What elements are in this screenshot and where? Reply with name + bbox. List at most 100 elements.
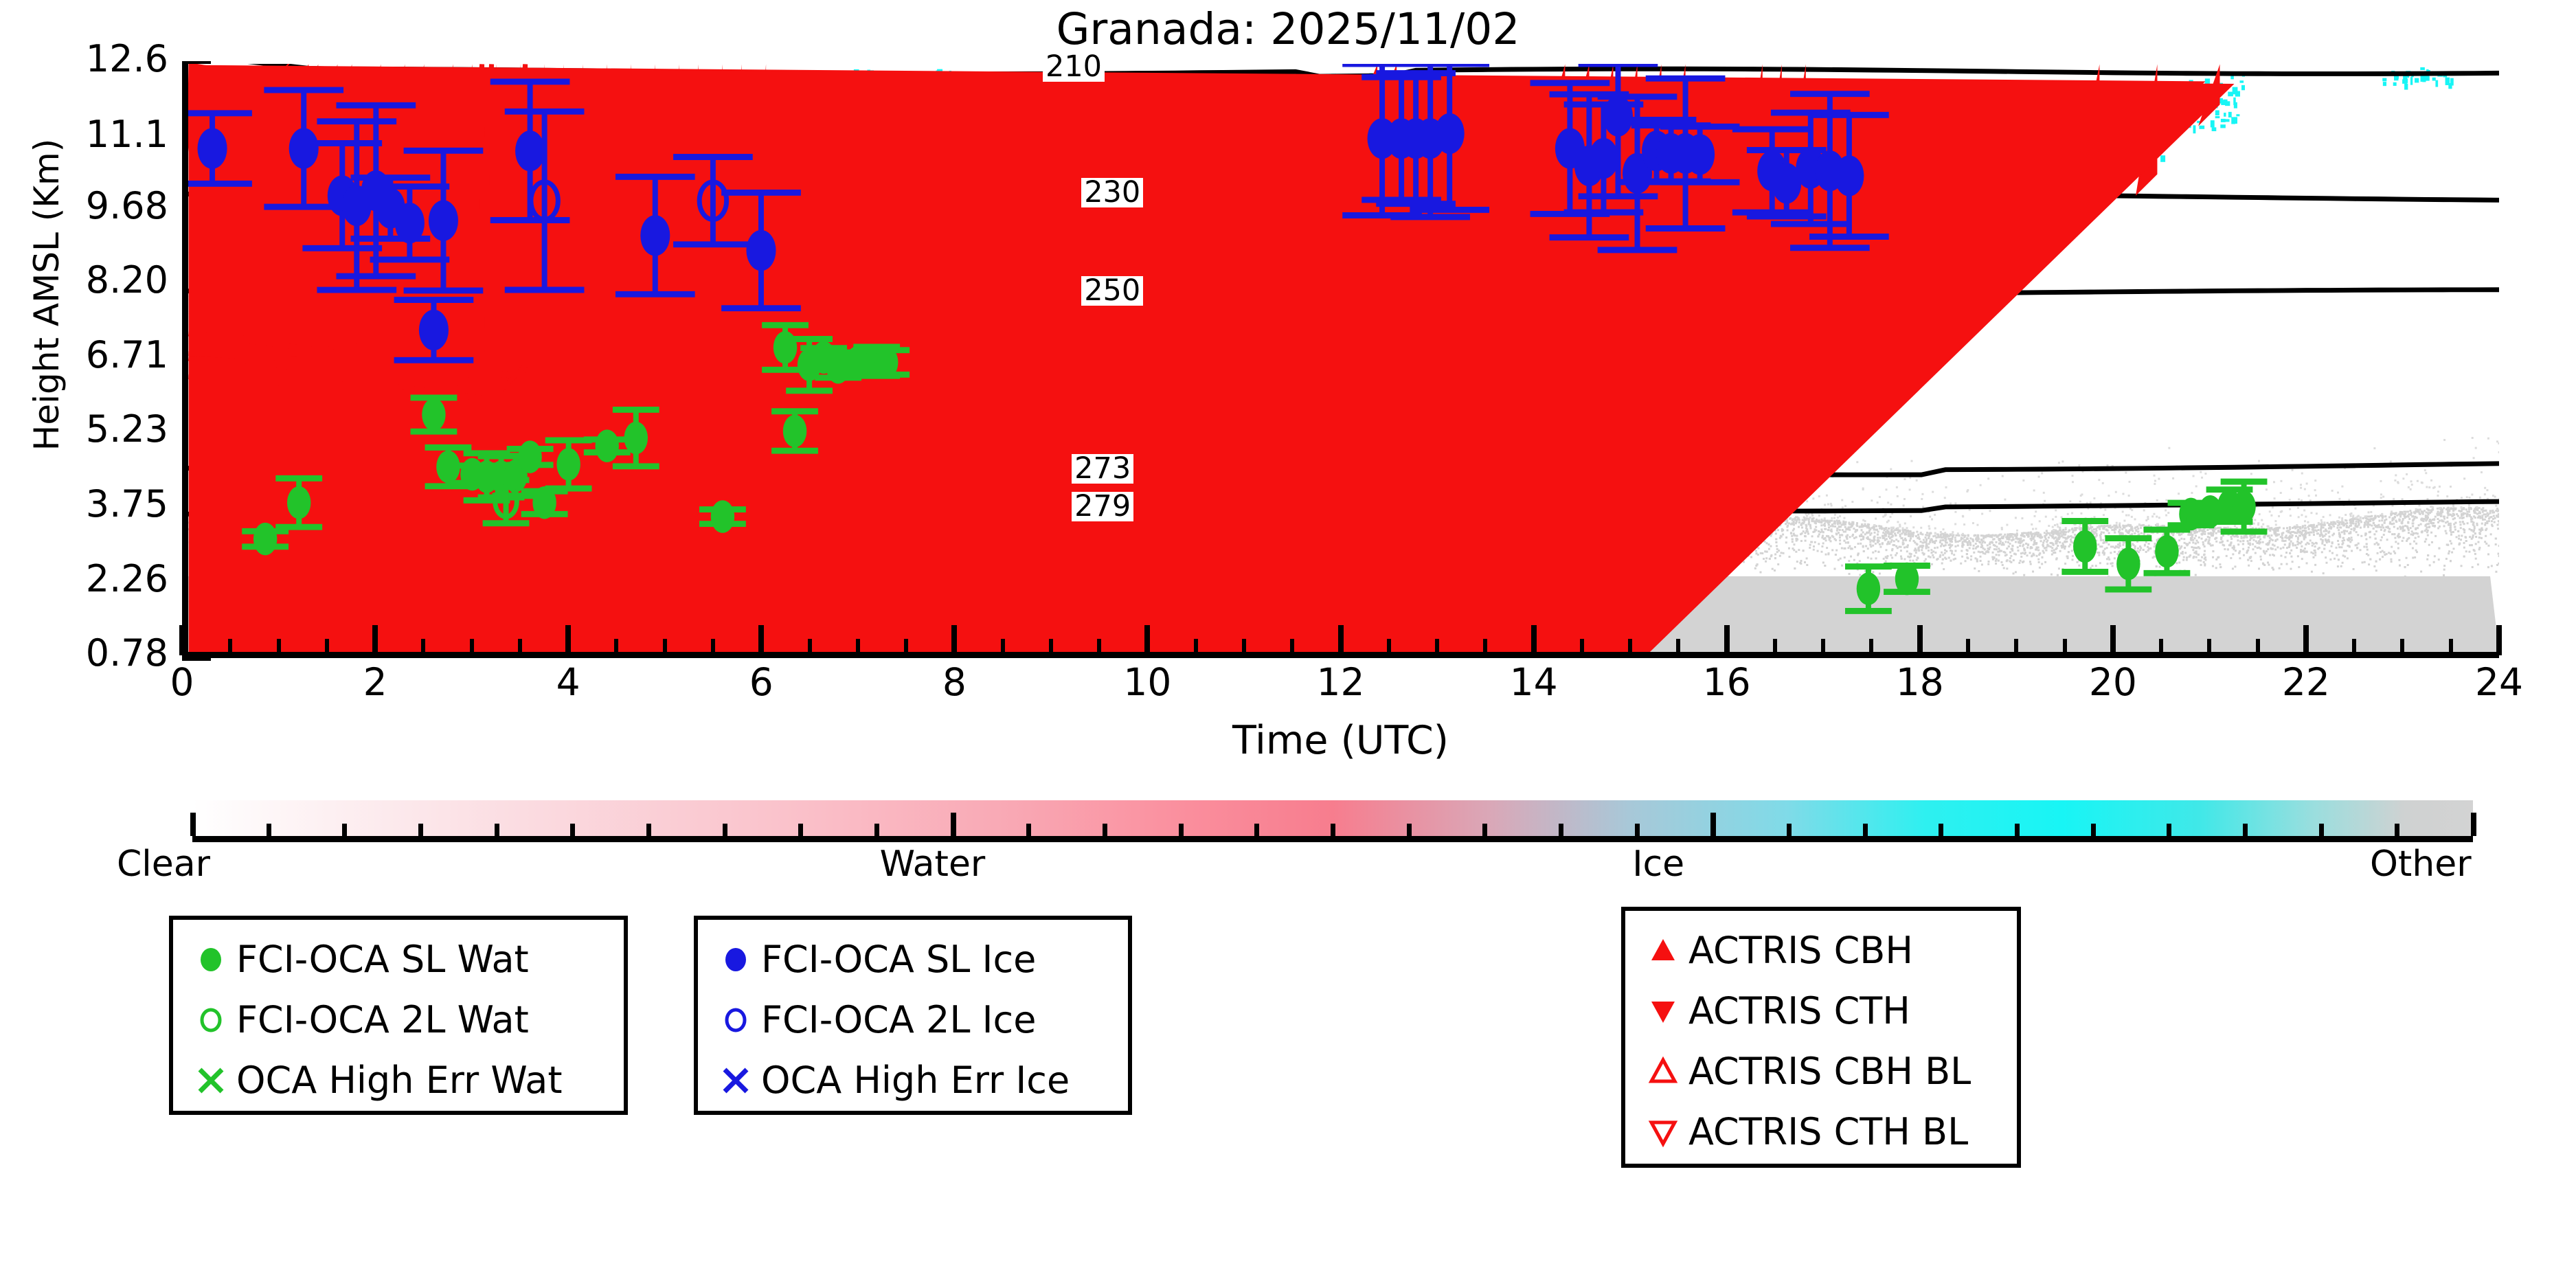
x-tick-minor — [1193, 639, 1198, 655]
x-axis-title: Time (UTC) — [1232, 718, 1449, 763]
colorbar-tick — [1787, 824, 1792, 836]
colorbar-label-water: Water — [879, 844, 986, 885]
x-tick-minor — [1435, 639, 1440, 655]
x-tick-mark — [372, 625, 379, 655]
y-tick-label: 2.26 — [85, 556, 168, 600]
legend-item[interactable]: OCA High Err Wat — [173, 1050, 624, 1111]
open-down-triangle-icon — [1638, 1112, 1688, 1152]
x-tick-minor — [855, 639, 860, 655]
filled-up-triangle-icon — [1638, 931, 1688, 971]
open-up-triangle-icon — [1638, 1052, 1688, 1092]
x-tick-mark — [951, 625, 958, 655]
x-tick-minor — [228, 639, 233, 655]
legend-item-label: ACTRIS CTH BL — [1688, 1110, 1969, 1153]
x-tick-label: 6 — [749, 660, 773, 704]
y-tick-label: 9.68 — [85, 183, 168, 227]
x-tick-label: 12 — [1316, 660, 1365, 704]
colorbar-tick — [1103, 824, 1107, 836]
x-tick-minor — [1869, 639, 1874, 655]
x-tick-minor — [324, 639, 329, 655]
y-tick-label: 6.71 — [85, 333, 168, 377]
x-tick-label: 10 — [1123, 660, 1172, 704]
x-tick-minor — [614, 639, 619, 655]
filled-circle-icon — [185, 940, 236, 980]
x-tick-label: 0 — [170, 660, 194, 704]
legend-item[interactable]: ACTRIS CTH BL — [1625, 1102, 2017, 1162]
legend-item[interactable]: FCI-OCA 2L Wat — [173, 990, 624, 1050]
x-tick-mark — [1337, 625, 1344, 655]
colorbar-tick — [2395, 824, 2400, 836]
colorbar-tick — [1026, 824, 1032, 836]
isotherm-label-250: 250 — [1081, 275, 1144, 306]
x-tick-mark — [1530, 625, 1537, 655]
x-tick-minor — [2448, 639, 2453, 655]
legend-ice[interactable]: FCI-OCA SL Ice FCI-OCA 2L Ice OCA High Err… — [694, 916, 1132, 1115]
legend-actris[interactable]: ACTRIS CBH ACTRIS CTH ACTRIS CBH BL ACTRIS … — [1621, 907, 2021, 1168]
series-fci-oca-2l-wat — [482, 477, 530, 527]
x-tick-minor — [2014, 639, 2019, 655]
colorbar-tick — [646, 824, 651, 836]
legend-item[interactable]: OCA High Err Ice — [698, 1050, 1128, 1111]
colorbar-tick — [190, 813, 196, 836]
legend-item[interactable]: ACTRIS CBH — [1625, 920, 2017, 981]
legend-item-label: FCI-OCA 2L Wat — [236, 998, 529, 1041]
isotherm-label-210: 210 — [1042, 52, 1105, 82]
isotherm-label-279: 279 — [1072, 492, 1134, 522]
x-tick-label: 14 — [1509, 660, 1558, 704]
colorbar-tick — [2243, 824, 2248, 836]
x-tick-label: 20 — [2088, 660, 2137, 704]
filled-circle-icon — [710, 940, 761, 980]
legend-item[interactable]: FCI-OCA SL Wat — [173, 929, 624, 990]
x-tick-mark — [2303, 625, 2309, 655]
colorbar-tick — [1862, 824, 1868, 836]
series-fci-oca-2l-ice — [504, 108, 753, 293]
x-tick-mark — [1724, 625, 1730, 655]
colorbar-tick — [2318, 824, 2324, 836]
y-tick-label: 8.20 — [85, 258, 168, 302]
plot-area[interactable] — [182, 64, 2499, 658]
legend-item[interactable]: ACTRIS CTH — [1625, 981, 2017, 1041]
legend-item-label: OCA High Err Ice — [761, 1059, 1070, 1102]
legend-item[interactable]: FCI-OCA 2L Ice — [698, 990, 1128, 1050]
legend-item[interactable]: ACTRIS CBH BL — [1625, 1041, 2017, 1102]
colorbar[interactable] — [190, 800, 2476, 842]
colorbar-tick — [570, 824, 576, 836]
colorbar-label-ice: Ice — [1632, 844, 1685, 885]
x-tick-minor — [2207, 639, 2212, 655]
series-actris-cth — [188, 64, 2235, 652]
colorbar-tick — [342, 824, 348, 836]
colorbar-tick — [1331, 824, 1335, 836]
x-tick-minor — [517, 639, 522, 655]
x-tick-mark — [1144, 625, 1151, 655]
x-tick-mark — [1917, 625, 1923, 655]
legend-item-label: ACTRIS CTH — [1688, 989, 1910, 1032]
x-tick-mark — [565, 625, 572, 655]
x-tick-minor — [469, 639, 474, 655]
x-tick-minor — [904, 639, 909, 655]
x-tick-minor — [662, 639, 667, 655]
legend-item-label: ACTRIS CBH BL — [1688, 1050, 1971, 1093]
legend-item-label: ACTRIS CBH — [1688, 929, 1913, 972]
colorbar-tick — [950, 813, 956, 836]
colorbar-label-clear: Clear — [117, 844, 210, 885]
x-tick-minor — [1386, 639, 1391, 655]
x-tick-mark — [2496, 625, 2502, 655]
colorbar-tick — [1482, 824, 1488, 836]
filled-down-triangle-icon — [1638, 991, 1688, 1031]
x-tick-minor — [2400, 639, 2405, 655]
y-tick-label: 11.1 — [85, 112, 168, 156]
x-tick-label: 16 — [1702, 660, 1751, 704]
colorbar-tick — [1634, 824, 1640, 836]
x-tick-label: 8 — [942, 660, 967, 704]
x-mark-icon — [710, 1061, 761, 1100]
isotherm-label-230: 230 — [1081, 177, 1144, 207]
colorbar-tick — [2090, 824, 2096, 836]
colorbar-tick — [722, 824, 727, 836]
y-tick-mark — [182, 655, 211, 661]
y-tick-label: 5.23 — [85, 407, 168, 451]
colorbar-tick — [2015, 824, 2020, 836]
legend-water[interactable]: FCI-OCA SL Wat FCI-OCA 2L Wat OCA High Err… — [169, 916, 628, 1115]
x-tick-minor — [807, 639, 812, 655]
colorbar-tick — [798, 824, 804, 836]
legend-item[interactable]: FCI-OCA SL Ice — [698, 929, 1128, 990]
